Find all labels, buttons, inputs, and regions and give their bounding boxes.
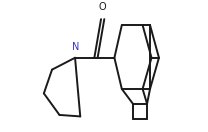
Text: O: O [99,3,106,12]
Text: N: N [72,42,79,52]
